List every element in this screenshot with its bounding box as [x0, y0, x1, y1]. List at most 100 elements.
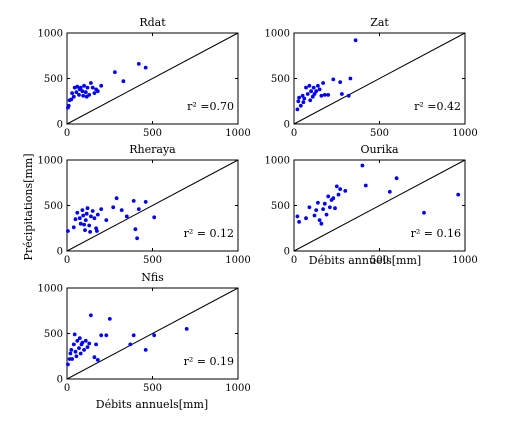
ourika-x-tick-label: 500 — [370, 255, 389, 266]
nfis-data-point — [75, 338, 80, 343]
ourika-y-tick-label: 0 — [284, 247, 290, 258]
rheraya-data-point — [95, 229, 99, 233]
rheraya-data-point — [90, 209, 95, 213]
ourika-data-point — [319, 221, 324, 226]
zat-r2-annotation: r² =0.42 — [414, 100, 461, 113]
rheraya-data-point — [66, 229, 70, 233]
nfis-data-point — [83, 338, 88, 343]
rheraya-reference-line — [66, 159, 239, 252]
rdat-reference-line — [66, 32, 239, 125]
ourika-data-point — [317, 218, 322, 223]
nfis-x-tick-label: 0 — [64, 383, 70, 394]
rheraya-data-point — [131, 199, 136, 203]
ourika-data-point — [363, 183, 368, 188]
nfis-r2-annotation: r² = 0.19 — [184, 355, 234, 368]
panel-ourika: 0 500 1000 0 500 1000 Ourika r² = 0.16 — [265, 143, 478, 266]
nfis-data-point — [107, 317, 112, 321]
zat-data-point — [346, 93, 351, 98]
rheraya-y-tick-label: 1000 — [38, 156, 63, 167]
nfis-data-point — [74, 354, 79, 359]
zat-data-point — [331, 77, 336, 82]
rheraya-data-point — [85, 206, 90, 211]
rdat-x-tick-label: 1000 — [225, 128, 250, 139]
zat-data-point — [353, 38, 358, 43]
panels: 0 500 1000 0 500 1000 Rdat r² =0.70 0 500 1000 0 500… — [38, 16, 478, 394]
rheraya-data-point — [135, 236, 140, 241]
panel-nfis: 0 500 1000 0 500 1000 Nfis r² = 0.19 — [38, 271, 251, 394]
zat-x-tick-label: 500 — [370, 128, 389, 139]
ourika-data-point — [295, 214, 300, 219]
ourika-data-point — [304, 216, 308, 221]
ourika-data-point — [333, 206, 337, 211]
zat-data-point — [338, 80, 343, 84]
figure-y-axis-label: Précipitations[mm] — [22, 153, 35, 260]
ourika-data-point — [456, 192, 461, 197]
panel-rdat: 0 500 1000 0 500 1000 Rdat r² =0.70 — [38, 16, 251, 139]
rdat-data-point — [70, 91, 74, 95]
rdat-y-tick-label: 500 — [44, 74, 63, 85]
figure-x-axis-label-right: Débits annuels[mm] — [309, 254, 421, 267]
rheraya-data-point — [81, 213, 86, 218]
nfis-x-tick-label: 1000 — [225, 383, 250, 394]
zat-data-point — [296, 99, 301, 104]
ourika-x-tick-label: 1000 — [452, 255, 477, 266]
nfis-y-tick-label: 500 — [44, 329, 63, 340]
nfis-data-point — [77, 336, 82, 340]
rdat-data-point — [75, 84, 80, 89]
zat-data-point — [304, 85, 308, 90]
rheraya-data-point — [104, 218, 109, 223]
panel-rheraya: 0 500 1000 0 500 1000 Rheraya r² = 0.12 — [38, 143, 251, 266]
rheraya-data-point — [89, 214, 93, 219]
rdat-y-tick-label: 1000 — [38, 29, 63, 40]
ourika-data-point — [360, 163, 365, 168]
rheraya-data-point — [111, 205, 116, 210]
zat-y-tick-label: 0 — [284, 120, 290, 131]
nfis-x-tick-label: 500 — [143, 383, 162, 394]
nfis-data-point — [66, 362, 70, 367]
rdat-data-point — [82, 83, 86, 88]
rheraya-data-point — [80, 208, 85, 213]
rheraya-x-tick-label: 500 — [143, 255, 162, 266]
nfis-data-point — [94, 342, 98, 347]
rheraya-data-point — [136, 207, 141, 212]
zat-data-point — [297, 95, 301, 100]
nfis-data-point — [89, 313, 93, 318]
rheraya-data-point — [124, 214, 129, 219]
ourika-data-point — [387, 189, 392, 194]
zat-data-point — [308, 98, 313, 103]
rheraya-data-point — [84, 211, 89, 216]
ourika-data-point — [343, 189, 348, 193]
rdat-data-point — [87, 93, 92, 97]
rheraya-data-point — [88, 230, 92, 234]
rheraya-r2-annotation: r² = 0.12 — [184, 227, 234, 240]
nfis-data-point — [92, 355, 97, 360]
ourika-data-point — [312, 213, 317, 218]
rdat-data-point — [69, 97, 74, 102]
zat-reference-line — [293, 32, 466, 125]
ourika-data-point — [336, 192, 341, 197]
zat-x-tick-label: 0 — [291, 128, 297, 139]
figure-x-axis-label-bottom: Débits annuels[mm] — [96, 398, 208, 411]
nfis-data-point — [82, 348, 86, 352]
nfis-y-tick-label: 1000 — [38, 284, 63, 295]
ourika-data-point — [297, 220, 301, 224]
rheraya-data-point — [114, 196, 119, 201]
zat-data-point — [309, 89, 313, 94]
nfis-data-point — [73, 349, 78, 354]
zat-data-point — [326, 93, 331, 97]
rheraya-x-tick-label: 1000 — [225, 255, 250, 266]
zat-data-point — [310, 94, 315, 99]
rdat-data-point — [66, 103, 71, 108]
rdat-data-point — [143, 65, 148, 70]
ourika-data-point — [321, 207, 325, 212]
zat-data-point — [314, 89, 319, 94]
nfis-data-point — [104, 333, 109, 338]
rdat-title: Rdat — [139, 16, 166, 29]
rdat-data-point — [81, 93, 86, 98]
nfis-title: Nfis — [141, 271, 164, 284]
rheraya-data-point — [133, 227, 138, 232]
zat-data-point — [321, 81, 325, 85]
rheraya-y-tick-label: 0 — [57, 247, 63, 258]
rdat-data-point — [74, 90, 79, 95]
ourika-data-point — [394, 176, 399, 181]
